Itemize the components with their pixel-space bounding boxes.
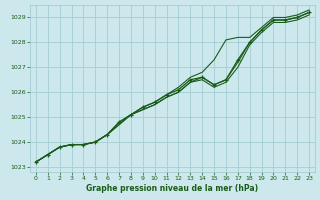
X-axis label: Graphe pression niveau de la mer (hPa): Graphe pression niveau de la mer (hPa) (86, 184, 259, 193)
